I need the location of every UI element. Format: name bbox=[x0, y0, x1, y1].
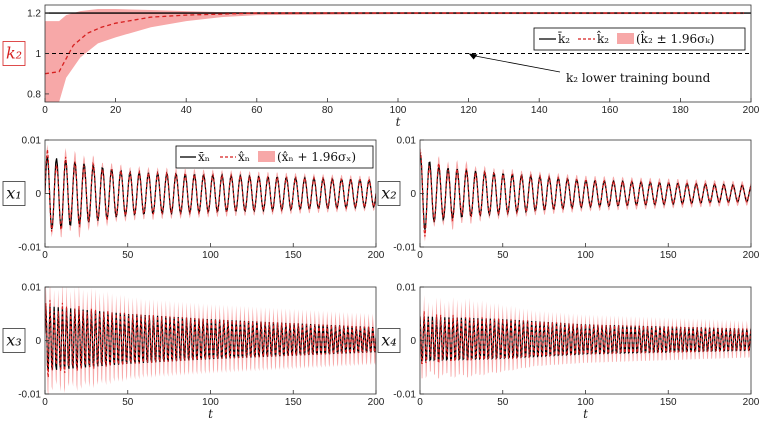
x-tick-label: 80 bbox=[322, 105, 334, 116]
y-tick-label: -0.01 bbox=[18, 390, 41, 401]
x-tick-label: 20 bbox=[110, 105, 122, 116]
legend-label-band: (k̂₂ ± 1.96σₖ) bbox=[636, 29, 714, 46]
x-tick-label: 200 bbox=[368, 397, 385, 408]
x-tick-label: 150 bbox=[285, 250, 302, 261]
legend-label-estimate: x̂ₙ bbox=[238, 150, 250, 164]
x-tick-label: 200 bbox=[743, 397, 760, 408]
legend-label-truth: k̄₂ bbox=[558, 30, 570, 46]
y-tick-label: 0.01 bbox=[397, 136, 417, 147]
y-tick-label: 0.8 bbox=[27, 89, 41, 100]
y-axis-label: k₂ bbox=[6, 44, 22, 63]
legend-label-band: (x̂ₙ + 1.96σₓ) bbox=[277, 150, 356, 164]
x-tick-label: 50 bbox=[122, 250, 134, 261]
panel-k2: k₂ lower training bound k̄₂ k̂₂ (k̂₂ ± 1.96… bbox=[2, 4, 760, 129]
y-tick-label: 0 bbox=[35, 336, 41, 347]
legend-label-estimate: k̂₂ bbox=[597, 29, 609, 46]
x-tick-label: 50 bbox=[497, 397, 509, 408]
y-tick-label: 1.2 bbox=[27, 9, 41, 20]
x-tick-label: 0 bbox=[417, 250, 423, 261]
plot-area-x2 bbox=[420, 148, 751, 242]
plot-area-x1 bbox=[45, 144, 376, 238]
x-tick-label: 100 bbox=[202, 397, 219, 408]
x-tick-label: 0 bbox=[417, 397, 423, 408]
confidence-band bbox=[420, 148, 751, 242]
annotation-text: k₂ lower training bound bbox=[566, 71, 711, 85]
legend: k̄₂ k̂₂ (k̂₂ ± 1.96σₖ) bbox=[533, 27, 746, 51]
series-estimate bbox=[45, 12, 744, 75]
y-label-box bbox=[377, 328, 401, 353]
y-label-box bbox=[2, 328, 26, 353]
annotation-arrow-head bbox=[468, 53, 478, 60]
x-tick-label: 150 bbox=[285, 397, 302, 408]
confidence-band bbox=[45, 9, 744, 102]
y-axis-label: x₃ bbox=[6, 331, 21, 350]
y-tick-label: -0.01 bbox=[393, 390, 416, 401]
y-tick-label: 0 bbox=[410, 189, 416, 200]
x-tick-label: 50 bbox=[122, 397, 134, 408]
x-tick-label: 150 bbox=[660, 250, 677, 261]
x-tick-label: 200 bbox=[368, 250, 385, 261]
plot-area-x3 bbox=[45, 287, 376, 394]
legend: x̄ₙ x̂ₙ (x̂ₙ + 1.96σₓ) bbox=[175, 145, 374, 169]
x-tick-label: 50 bbox=[497, 250, 509, 261]
legend-swatch-band bbox=[258, 151, 275, 162]
series-estimate bbox=[45, 299, 376, 378]
y-tick-label: 0.01 bbox=[22, 283, 42, 294]
x-tick-label: 200 bbox=[743, 250, 760, 261]
series-estimate bbox=[420, 311, 751, 365]
panel-x1: x̄ₙ x̂ₙ (x̂ₙ + 1.96σₓ)0 50 100 150 200-0.0100.… bbox=[2, 136, 385, 261]
x-tick-label: 100 bbox=[577, 250, 594, 261]
x-tick-label: 200 bbox=[743, 105, 760, 116]
x-tick-label: 100 bbox=[202, 250, 219, 261]
legend-swatch-band bbox=[617, 33, 634, 44]
y-tick-label: -0.01 bbox=[18, 243, 41, 254]
x-tick-label: 160 bbox=[601, 105, 618, 116]
y-label-box bbox=[377, 181, 401, 206]
y-label-box bbox=[2, 181, 26, 206]
legend-label-truth: x̄ₙ bbox=[198, 150, 210, 164]
y-label-box bbox=[2, 41, 26, 66]
x-axis-label: t bbox=[583, 407, 588, 421]
x-tick-label: 60 bbox=[251, 105, 263, 116]
x-tick-label: 100 bbox=[577, 397, 594, 408]
y-tick-label: 0 bbox=[410, 336, 416, 347]
y-tick-label: -0.01 bbox=[393, 243, 416, 254]
y-tick-label: 0.01 bbox=[397, 283, 417, 294]
x-axis-label: t bbox=[396, 115, 401, 129]
x-tick-label: 140 bbox=[531, 105, 548, 116]
x-tick-label: 120 bbox=[460, 105, 477, 116]
y-tick-label: 1 bbox=[35, 49, 41, 60]
x-tick-label: 100 bbox=[390, 105, 407, 116]
y-tick-label: 0.01 bbox=[22, 136, 42, 147]
legend-box bbox=[533, 27, 746, 51]
x-tick-label: 180 bbox=[672, 105, 689, 116]
y-axis-label: x₄ bbox=[381, 331, 396, 350]
y-tick-label: 0 bbox=[35, 189, 41, 200]
x-tick-label: 40 bbox=[181, 105, 193, 116]
plot-area-x4 bbox=[420, 294, 751, 379]
series-estimate bbox=[420, 152, 751, 237]
plot-area-k2 bbox=[45, 9, 751, 102]
x-axis-label: t bbox=[208, 407, 213, 421]
confidence-band bbox=[420, 294, 751, 379]
y-axis-label: x₁ bbox=[6, 184, 21, 203]
x-tick-label: 150 bbox=[660, 397, 677, 408]
y-axis-label: x₂ bbox=[381, 184, 396, 203]
x-tick-label: 0 bbox=[42, 250, 48, 261]
axes-frame bbox=[419, 139, 752, 248]
x-tick-label: 0 bbox=[42, 397, 48, 408]
series-truth bbox=[420, 154, 751, 230]
series-estimate bbox=[45, 149, 376, 232]
annotation-arrow-line bbox=[472, 55, 561, 73]
x-tick-label: 0 bbox=[42, 105, 48, 116]
